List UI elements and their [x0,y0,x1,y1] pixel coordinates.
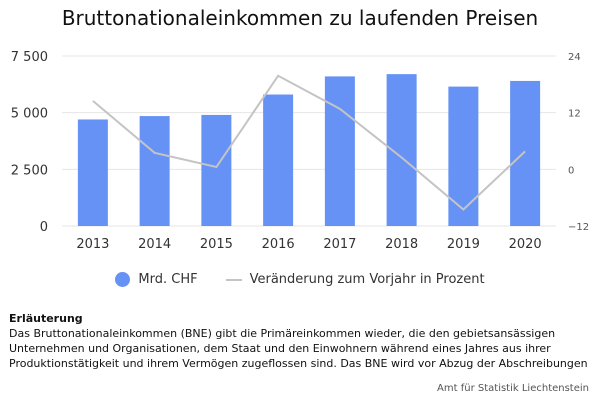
line-series [92,74,526,211]
y-left-tick-label: 5 000 [11,107,48,122]
explanation-note: Erläuterung Das Bruttonationaleinkommen … [9,311,600,371]
legend-line-marker [225,278,242,281]
y-left-tick-label: 2 500 [11,163,48,178]
bar [324,76,355,227]
note-line: Das Bruttonationaleinkommen (BNE) gibt d… [9,327,556,340]
legend-label: Veränderung zum Vorjahr in Prozent [249,272,485,287]
x-tick-label: 2019 [447,237,480,252]
axis-labels: 0 2 500 5 000 7 500 −12 0 12 24 2013 2014 2015 2016… [11,50,589,252]
y-right-tick-label: 24 [568,52,581,63]
x-tick-label: 2013 [76,237,109,252]
y-left-tick-label: 0 [40,220,48,235]
legend: Mrd. CHF Veränderung zum Vorjahr in Proz… [0,272,600,287]
bar [201,114,232,226]
y-right-tick-label: 0 [568,165,574,176]
legend-item-bars[interactable]: Mrd. CHF [115,272,198,287]
y-right-tick-label: −12 [568,222,589,233]
x-tick-label: 2020 [509,237,542,252]
bar-series [77,74,541,227]
bar [448,86,479,226]
legend-bar-marker [115,272,131,287]
legend-label: Mrd. CHF [138,272,198,287]
x-tick-label: 2018 [385,237,418,252]
y-left-tick-label: 7 500 [11,50,48,65]
x-tick-label: 2014 [138,237,171,252]
y-right-tick-label: 12 [568,109,581,120]
note-heading: Erläuterung [9,312,83,325]
note-line: Unternehmen und Organisationen, dem Staa… [9,342,551,355]
grid-lines [62,55,556,227]
note-line: Produktionstätigkeit und ihrem Vermögen … [9,357,588,370]
chart-title: Bruttonationaleinkommen zu laufenden Pre… [61,6,539,30]
chart-plot: 0 2 500 5 000 7 500 −12 0 12 24 2013 2014 2015 2016… [11,50,589,252]
x-tick-label: 2016 [262,237,295,252]
legend-item-line[interactable]: Veränderung zum Vorjahr in Prozent [225,272,485,287]
change-line [92,74,526,211]
x-tick-label: 2015 [200,237,233,252]
bar [77,119,108,226]
bar [263,94,294,227]
x-tick-label: 2017 [323,237,356,252]
bar [139,116,170,226]
source-credit[interactable]: Amt für Statistik Liechtenstein [437,383,589,394]
bar [510,80,541,226]
